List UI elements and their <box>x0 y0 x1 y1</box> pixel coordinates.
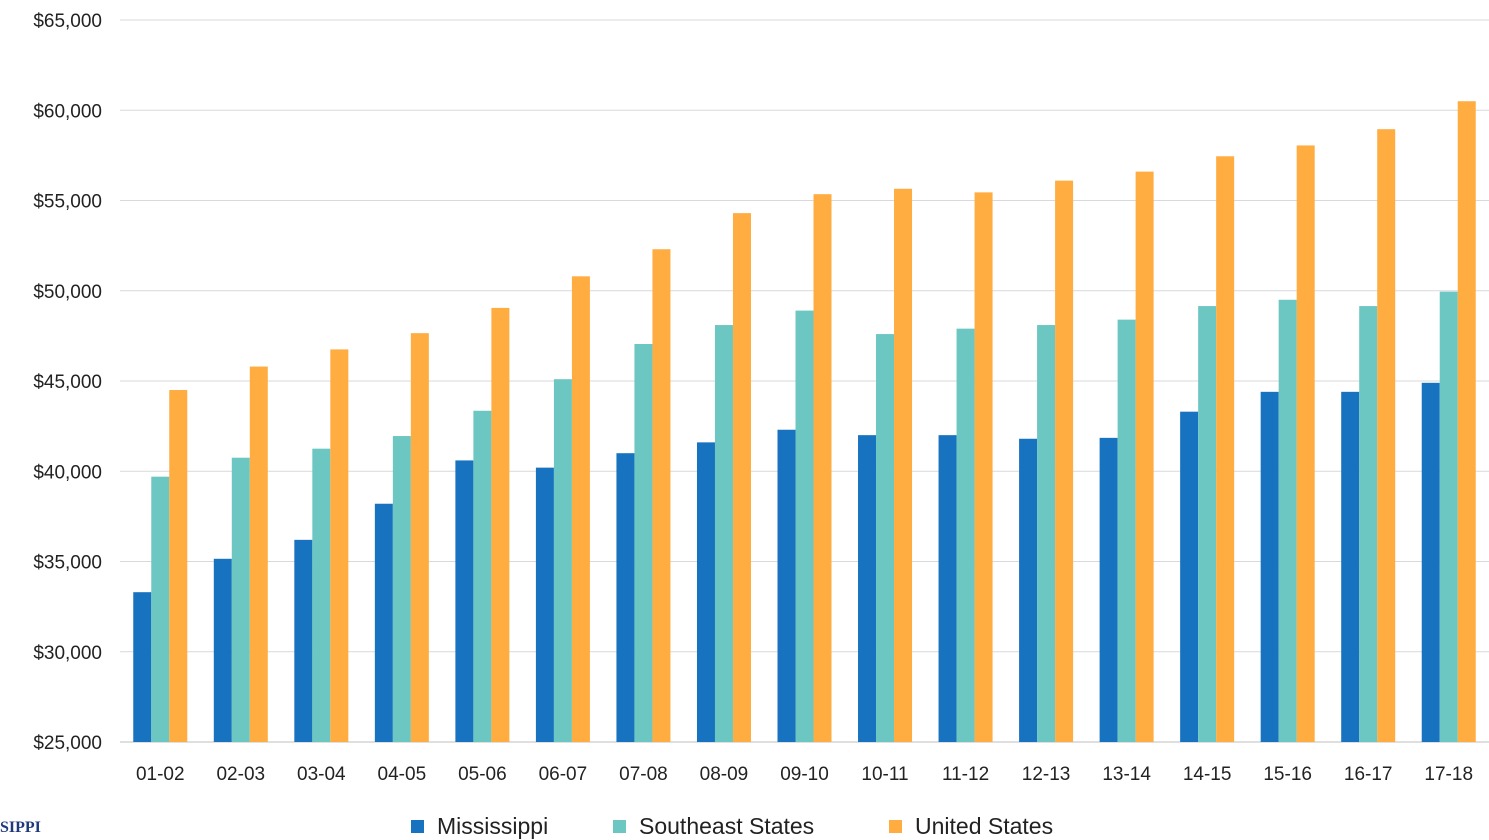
y-tick-label: $40,000 <box>33 462 102 483</box>
bar-united-states <box>410 333 429 742</box>
x-tick-label: 07-08 <box>619 764 668 785</box>
bar-united-states <box>813 194 832 742</box>
bar-southeast-states <box>473 410 492 742</box>
y-tick-label: $65,000 <box>33 11 102 32</box>
bar-southeast-states <box>553 379 572 742</box>
legend-label: Mississippi <box>437 813 548 839</box>
x-tick-label: 04-05 <box>378 764 427 785</box>
legend-swatch <box>889 820 902 833</box>
x-tick-label: 08-09 <box>700 764 749 785</box>
logo-text: SIPPI <box>0 819 41 836</box>
x-tick-label: 16-17 <box>1344 764 1393 785</box>
x-tick-label: 06-07 <box>539 764 588 785</box>
bar-mississippi <box>535 467 554 742</box>
bar-united-states <box>1377 129 1396 742</box>
legend-swatch <box>411 820 424 833</box>
bar-united-states <box>491 307 510 742</box>
bar-southeast-states <box>1198 306 1217 742</box>
bar-southeast-states <box>231 457 250 742</box>
bar-mississippi <box>1099 437 1118 742</box>
bar-united-states <box>1457 101 1476 743</box>
x-tick-label: 11-12 <box>942 764 989 785</box>
bar-mississippi <box>1019 438 1038 742</box>
y-tick-label: $35,000 <box>33 553 102 574</box>
legend: Mississippi Southeast States United States <box>411 813 1053 839</box>
bar-mississippi <box>938 435 957 742</box>
bar-southeast-states <box>392 436 411 742</box>
bar-mississippi <box>374 503 393 742</box>
bar-southeast-states <box>876 334 895 742</box>
x-tick-label: 12-13 <box>1022 764 1071 785</box>
y-tick-label: $55,000 <box>33 192 102 213</box>
bar-mississippi <box>294 539 313 742</box>
bar-united-states <box>1055 180 1074 742</box>
bar-southeast-states <box>1037 325 1056 742</box>
x-tick-label: 02-03 <box>216 764 265 785</box>
bar-united-states <box>732 213 751 742</box>
legend-label: United States <box>915 813 1053 839</box>
bars <box>133 101 1476 743</box>
legend-swatch <box>613 820 626 833</box>
bar-mississippi <box>455 460 474 742</box>
x-tick-label: 17-18 <box>1424 764 1473 785</box>
x-tick-label: 05-06 <box>458 764 507 785</box>
bar-mississippi <box>616 453 635 742</box>
bar-united-states <box>330 349 349 742</box>
bar-mississippi <box>1421 382 1440 742</box>
x-tick-label: 01-02 <box>136 764 185 785</box>
bar-mississippi <box>1260 391 1279 742</box>
bar-united-states <box>652 249 671 743</box>
x-tick-label: 03-04 <box>297 764 346 785</box>
bar-united-states <box>1135 171 1154 742</box>
bar-united-states <box>571 276 590 742</box>
legend-label: Southeast States <box>639 813 814 839</box>
y-tick-label: $25,000 <box>33 733 102 754</box>
bar-mississippi <box>858 435 877 742</box>
bar-mississippi <box>133 592 152 742</box>
bar-southeast-states <box>151 476 170 742</box>
x-tick-label: 09-10 <box>780 764 829 785</box>
x-tick-label: 10-11 <box>861 764 908 785</box>
bar-mississippi <box>213 558 232 742</box>
bar-united-states <box>974 192 993 742</box>
y-tick-label: $45,000 <box>33 372 102 393</box>
y-tick-label: $50,000 <box>33 282 102 303</box>
y-tick-label: $60,000 <box>33 101 102 122</box>
x-tick-label: 13-14 <box>1102 764 1151 785</box>
bar-united-states <box>169 390 188 742</box>
bar-southeast-states <box>1439 291 1458 742</box>
bar-southeast-states <box>312 448 331 742</box>
bar-southeast-states <box>1117 319 1136 742</box>
bar-mississippi <box>1341 391 1360 742</box>
bar-southeast-states <box>634 343 653 742</box>
bar-mississippi <box>1180 411 1199 742</box>
bar-united-states <box>894 188 913 742</box>
bar-mississippi <box>696 442 715 742</box>
bar-southeast-states <box>1359 306 1378 742</box>
x-axis-tick-labels: 01-02 02-03 03-04 04-05 05-06 06-07 07-08 08-09… <box>136 764 1473 785</box>
y-tick-label: $30,000 <box>33 643 102 664</box>
x-tick-label: 15-16 <box>1263 764 1312 785</box>
bar-united-states <box>1296 145 1315 742</box>
x-tick-label: 14-15 <box>1183 764 1232 785</box>
bar-southeast-states <box>714 325 733 742</box>
bar-united-states <box>249 366 268 742</box>
bar-southeast-states <box>956 328 975 742</box>
bar-united-states <box>1216 156 1235 743</box>
bar-southeast-states <box>795 310 814 742</box>
y-axis-tick-labels: $25,000 $30,000 $35,000 $40,000 $45,000 $50,0… <box>33 11 102 754</box>
bar-mississippi <box>777 429 796 742</box>
bar-southeast-states <box>1278 299 1297 742</box>
